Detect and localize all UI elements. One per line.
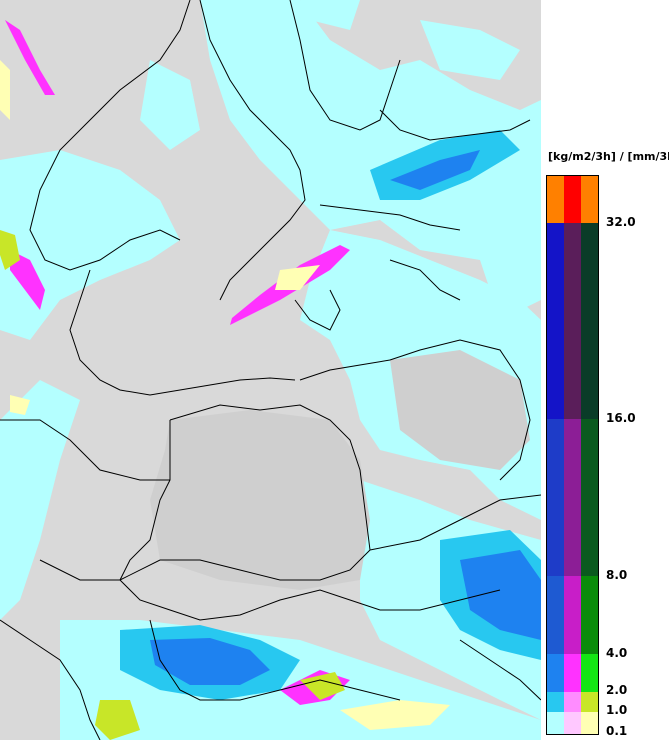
legend-swatch (547, 176, 564, 223)
legend-unit-label: [kg/m2/3h] / [mm/3h] (548, 150, 669, 163)
legend-swatch (564, 576, 581, 654)
legend-swatch (547, 223, 564, 419)
legend-band (547, 712, 598, 734)
legend-swatch (581, 223, 598, 419)
legend-swatch (581, 692, 598, 712)
legend-swatch (581, 712, 598, 734)
legend-swatch (547, 576, 564, 654)
legend-band (547, 692, 598, 712)
legend-swatch (547, 654, 564, 692)
map-canvas (0, 0, 541, 740)
precipitation-map (0, 0, 541, 740)
legend-swatch (547, 712, 564, 734)
legend-tick-label: 16.0 (606, 411, 636, 425)
legend-swatch (581, 654, 598, 692)
legend-swatch (564, 176, 581, 223)
legend-swatch (581, 419, 598, 576)
legend-swatch (564, 419, 581, 576)
legend-tick-label: 4.0 (606, 646, 628, 660)
legend-swatch (581, 576, 598, 654)
legend-tick-label: 32.0 (606, 215, 636, 229)
legend-swatch (564, 223, 581, 419)
legend-tick-label: 0.1 (606, 724, 628, 738)
legend-band (547, 419, 598, 576)
legend-swatch (547, 692, 564, 712)
legend-swatch (564, 692, 581, 712)
legend-band (547, 576, 598, 654)
legend-band (547, 654, 598, 692)
legend-swatch (581, 176, 598, 223)
legend-band (547, 223, 598, 419)
rain-heavy-areas (150, 150, 541, 685)
land-regions (150, 350, 530, 590)
precipitation-legend (546, 175, 599, 735)
legend-tick-label: 8.0 (606, 568, 628, 582)
legend-tick-label: 1.0 (606, 703, 628, 717)
light-mixed-areas (0, 230, 345, 740)
legend-swatch (564, 712, 581, 734)
legend-band (547, 176, 598, 223)
coastlines-borders (0, 0, 541, 740)
legend-tick-label: 2.0 (606, 683, 628, 697)
legend-swatch (547, 419, 564, 576)
legend-swatch (564, 654, 581, 692)
light-snow-areas (0, 60, 450, 730)
